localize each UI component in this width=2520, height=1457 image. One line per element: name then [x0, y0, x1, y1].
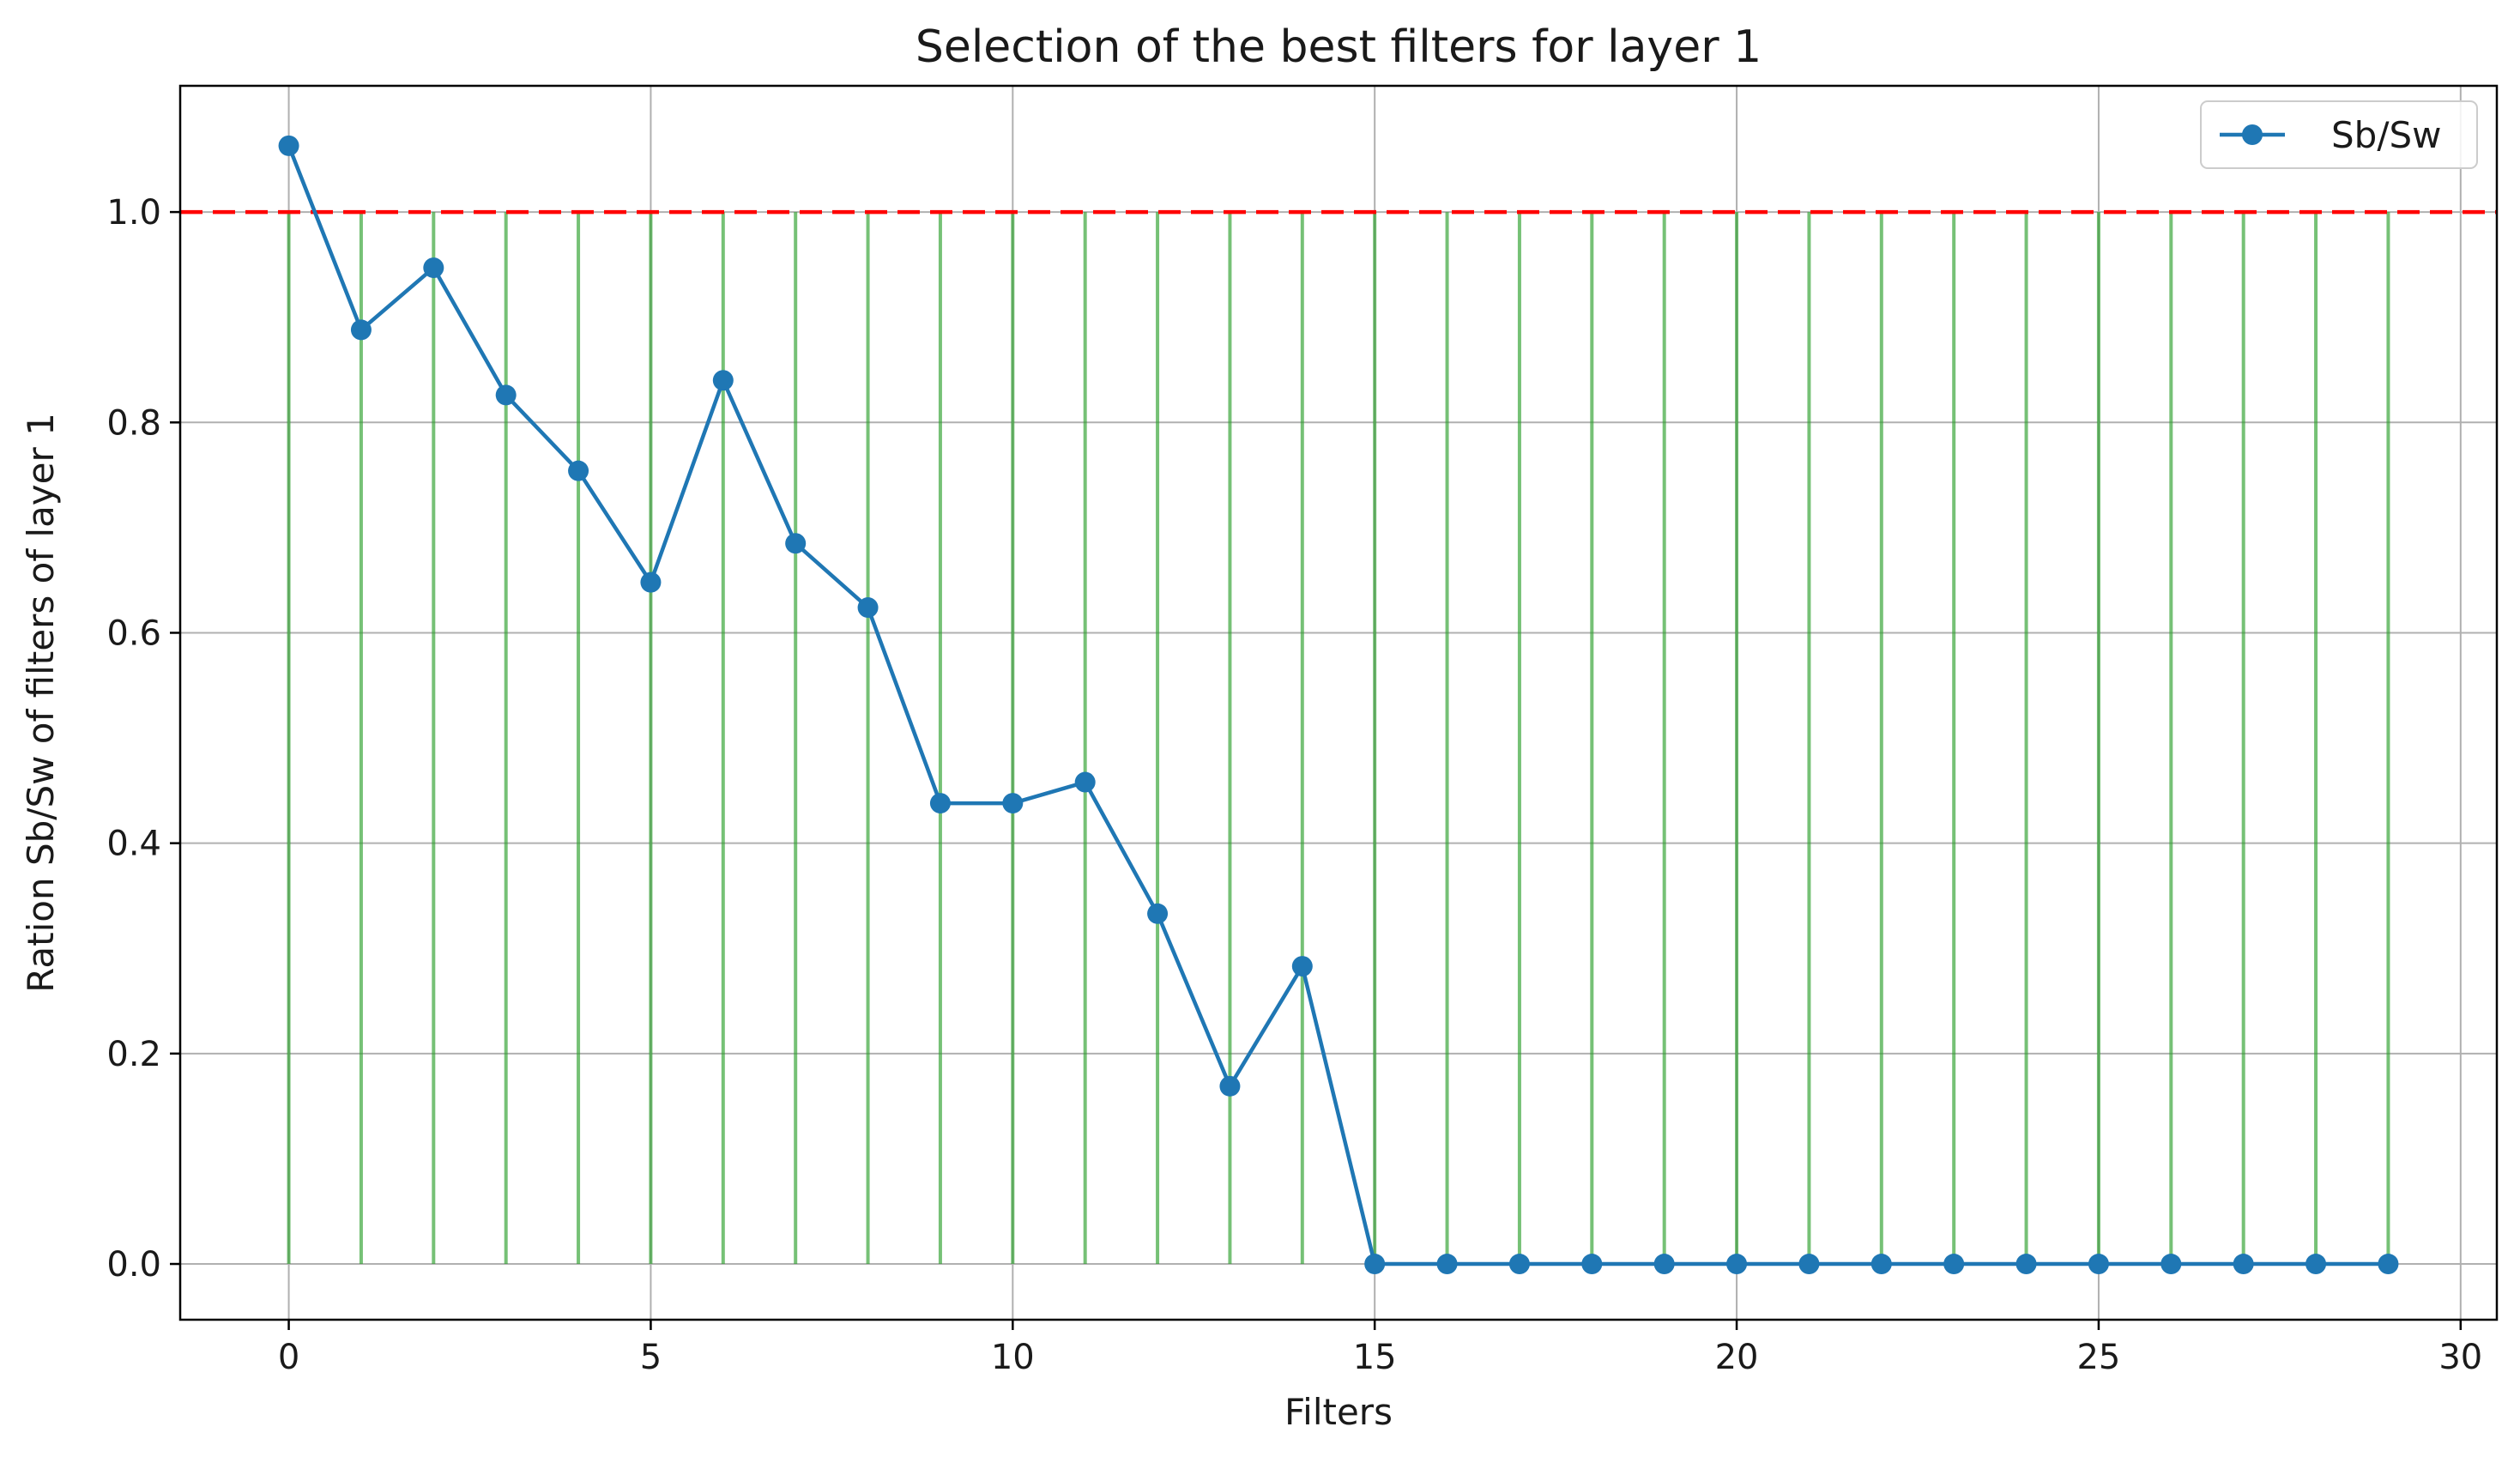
data-point — [1653, 1254, 1675, 1275]
legend: Sb/Sw — [2200, 100, 2478, 169]
y-tick-label: 0.8 — [106, 403, 161, 443]
data-point — [2088, 1254, 2109, 1275]
data-point — [712, 370, 734, 391]
data-point — [2233, 1254, 2254, 1275]
axis-ticks: 0 5 10 15 20 25 30 0.0 0.2 0.4 0.6 0.8 1.0 — [106, 193, 2482, 1377]
data-point — [785, 533, 807, 554]
data-point — [1943, 1254, 1965, 1275]
data-point — [2015, 1254, 2037, 1275]
x-tick-label: 15 — [1353, 1338, 1397, 1377]
x-tick-label: 0 — [278, 1338, 299, 1377]
data-point — [857, 597, 879, 619]
filter-stems — [287, 212, 2390, 1265]
data-point — [929, 793, 951, 814]
x-axis-label: Filters — [1284, 1391, 1393, 1433]
data-point — [1508, 1254, 1530, 1275]
data-point — [1291, 956, 1313, 977]
data-point — [1726, 1254, 1748, 1275]
data-point — [350, 319, 372, 341]
data-point — [495, 384, 517, 406]
data-point — [1581, 1254, 1603, 1275]
x-tick-label: 5 — [640, 1338, 662, 1377]
y-tick-label: 1.0 — [106, 193, 161, 233]
plot-frame — [178, 84, 2499, 1321]
legend-box — [2200, 100, 2478, 169]
data-point — [640, 571, 662, 593]
data-point — [1870, 1254, 1892, 1275]
series-line — [287, 145, 2389, 1267]
legend-label: Sb/Sw — [2331, 114, 2441, 156]
data-point — [1436, 1254, 1458, 1275]
data-point — [278, 135, 299, 156]
data-point — [1074, 771, 1096, 793]
legend-marker-swatch — [2242, 124, 2263, 145]
y-tick-label: 0.4 — [106, 825, 161, 864]
data-point — [1364, 1254, 1386, 1275]
y-tick-label: 0.0 — [106, 1245, 161, 1285]
x-tick-label: 20 — [1715, 1338, 1759, 1377]
data-point — [568, 460, 589, 481]
data-point — [1002, 793, 1024, 814]
chart-title: Selection of the best filters for layer … — [916, 21, 1762, 73]
data-point — [2378, 1254, 2399, 1275]
data-point — [2305, 1254, 2327, 1275]
x-tick-label: 30 — [2438, 1338, 2482, 1377]
x-tick-label: 10 — [991, 1338, 1035, 1377]
y-tick-label: 0.2 — [106, 1035, 161, 1074]
series-sb-sw — [278, 135, 2399, 1275]
y-axis-label: Ration Sb/Sw of filters of layer 1 — [20, 413, 62, 993]
data-point — [1219, 1075, 1241, 1097]
data-point — [1798, 1254, 1820, 1275]
x-tick-label: 25 — [2076, 1338, 2120, 1377]
y-tick-label: 0.6 — [106, 614, 161, 653]
data-point — [2160, 1254, 2182, 1275]
data-point — [1147, 903, 1169, 924]
data-point — [423, 257, 444, 279]
